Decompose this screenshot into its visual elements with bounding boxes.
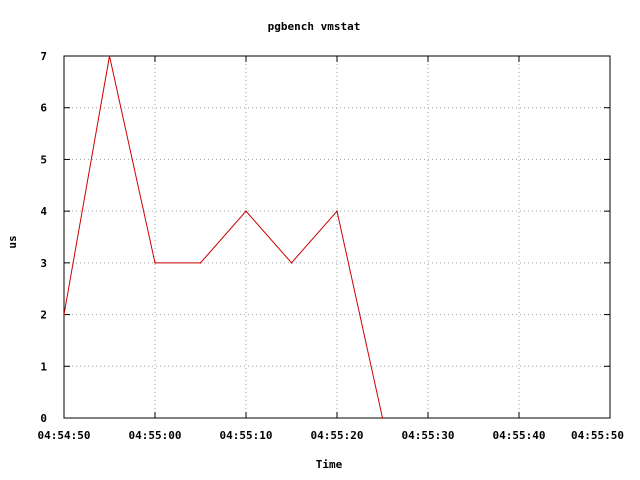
chart-title: pgbench vmstat xyxy=(268,20,361,33)
y-tick-label: 7 xyxy=(40,50,47,63)
y-tick-label: 2 xyxy=(40,309,47,322)
x-tick-label: 04:55:30 xyxy=(402,429,455,442)
series-line xyxy=(63,55,383,419)
data-point xyxy=(336,210,338,212)
data-point xyxy=(108,55,111,57)
data-point xyxy=(381,417,384,419)
data-point xyxy=(245,210,247,212)
series-group xyxy=(63,55,384,419)
y-tick-label: 3 xyxy=(40,257,47,270)
y-tick-label: 5 xyxy=(40,153,47,166)
x-tick-label: 04:55:50 xyxy=(571,429,624,442)
x-tick-label: 04:55:00 xyxy=(129,429,182,442)
y-tick-label: 6 xyxy=(40,102,47,115)
x-tick-label: 04:55:40 xyxy=(493,429,546,442)
x-tick-label: 04:55:20 xyxy=(311,429,364,442)
y-tick-label: 1 xyxy=(40,360,47,373)
x-tick-label: 04:55:10 xyxy=(220,429,273,442)
data-point xyxy=(199,262,202,264)
x-tick-label: 04:54:50 xyxy=(38,429,91,442)
y-axis-label: us xyxy=(6,235,19,248)
y-tick-label: 0 xyxy=(40,412,47,425)
data-point xyxy=(290,262,293,264)
x-axis-label: Time xyxy=(316,458,343,471)
y-tick-label: 4 xyxy=(40,205,47,218)
grid-lines xyxy=(64,56,610,418)
data-point xyxy=(154,262,156,264)
axis-ticks: 0 1 2 3 4 5 6 7 04:54:50 04:55:00 04:55:10 04:55:20… xyxy=(38,50,624,442)
data-point xyxy=(63,313,65,316)
